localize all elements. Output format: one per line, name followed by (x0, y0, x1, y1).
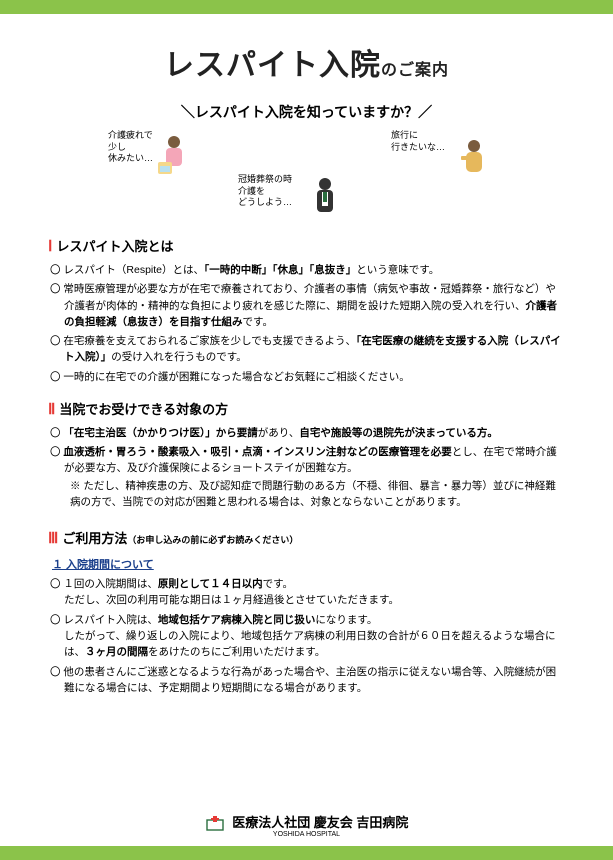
section-3-subheading: １ 入院期間について (52, 556, 565, 572)
section-3-heading: Ⅲ ご利用方法（お申し込みの前に必ずお読みください） (48, 528, 565, 548)
list-item: 他の患者さんにご迷惑となるような行為があった場合や、主治医の指示に従えない場合等… (50, 664, 565, 697)
title-sub: のご案内 (381, 62, 449, 79)
accent-bar-bottom (0, 846, 613, 860)
illus-right: 旅行に 行きたいな… (391, 130, 445, 155)
section-1-num: Ⅰ (48, 239, 52, 255)
list-item: 常時医療管理が必要な方が在宅で療養されており、介護者の事情（病気や事故・冠婚葬祭… (50, 281, 565, 330)
section-1-heading: Ⅰ レスパイト入院とは (48, 236, 565, 256)
list-item: 血液透析・胃ろう・酸素吸入・吸引・点滴・インスリン注射などの医療管理を必要とし、… (50, 444, 565, 477)
list-item: 「在宅主治医（かかりつけ医）」から要請があり、自宅や施設等の退院先が決まっている… (50, 425, 565, 441)
page-title: レスパイト入院のご案内 (48, 40, 565, 84)
page-content: レスパイト入院のご案内 ＼レスパイト入院を知っていますか？／ 介護疲れで 少し … (0, 0, 613, 759)
list-item: １回の入院期間は、原則として１４日以内です。ただし、次回の利用可能な期日は１ヶ月… (50, 576, 565, 609)
section-2-title: 当院でお受けできる対象の方 (59, 402, 228, 417)
section-1-list: レスパイト（Respite）とは、「一時的中断」「休息」「息抜き」という意味です… (48, 262, 565, 385)
person-left-icon (156, 132, 198, 178)
illus-center-line2: 介護を (238, 186, 265, 196)
section-3-title: ご利用方法 (62, 531, 127, 546)
title-main: レスパイト入院 (164, 49, 381, 82)
section-2-list: 「在宅主治医（かかりつけ医）」から要請があり、自宅や施設等の退院先が決まっている… (48, 425, 565, 477)
list-item: レスパイト（Respite）とは、「一時的中断」「休息」「息抜き」という意味です… (50, 262, 565, 278)
illus-left-line2: 少し (108, 142, 126, 152)
footer-org: 医療法人社団 慶友会 吉田病院 (232, 815, 408, 830)
illus-right-line2: 行きたいな… (391, 142, 445, 152)
section-1-title: レスパイト入院とは (56, 239, 173, 254)
person-right-icon (453, 136, 495, 182)
person-center-icon (304, 174, 346, 220)
illus-center-line1: 冠婚葬祭の時 (238, 174, 292, 184)
section-3-num: Ⅲ (48, 531, 58, 547)
list-item: レスパイト入院は、地域包括ケア病棟入院と同じ扱いになります。したがって、繰り返し… (50, 612, 565, 661)
section-2-num: Ⅱ (48, 402, 55, 418)
subtitle: ＼レスパイト入院を知っていますか？／ (48, 102, 565, 122)
section-2-heading: Ⅱ 当院でお受けできる対象の方 (48, 399, 565, 419)
footer-org-en: YOSHIDA HOSPITAL (0, 831, 613, 838)
section-3-list: １回の入院期間は、原則として１４日以内です。ただし、次回の利用可能な期日は１ヶ月… (48, 576, 565, 696)
illus-center-line3: どうしよう… (238, 197, 292, 207)
list-item: 在宅療養を支えておられるご家族を少しでも支援できるよう、「在宅医療の継続を支援す… (50, 333, 565, 366)
illus-left: 介護疲れで 少し 休みたい… (108, 130, 153, 167)
accent-bar-top (0, 0, 613, 14)
illus-center: 冠婚葬祭の時 介護を どうしよう… (238, 174, 292, 211)
hospital-logo-icon (205, 816, 225, 832)
illus-left-line3: 休みたい… (108, 153, 153, 163)
illus-right-line1: 旅行に (391, 130, 418, 140)
illustration-row: 介護疲れで 少し 休みたい… 旅行に 行きたいな… 冠婚葬祭の時 (108, 130, 505, 222)
footer: 医療法人社団 慶友会 吉田病院 YOSHIDA HOSPITAL (0, 812, 613, 838)
list-item: 一時的に在宅での介護が困難になった場合などお気軽にご相談ください。 (50, 369, 565, 385)
section-3-title-note: （お申し込みの前に必ずお読みください） (127, 535, 298, 545)
illus-left-line1: 介護疲れで (108, 130, 153, 140)
section-2-note: ※ ただし、精神疾患の方、及び認知症で問題行動のある方（不穏、徘徊、暴言・暴力等… (48, 478, 565, 511)
